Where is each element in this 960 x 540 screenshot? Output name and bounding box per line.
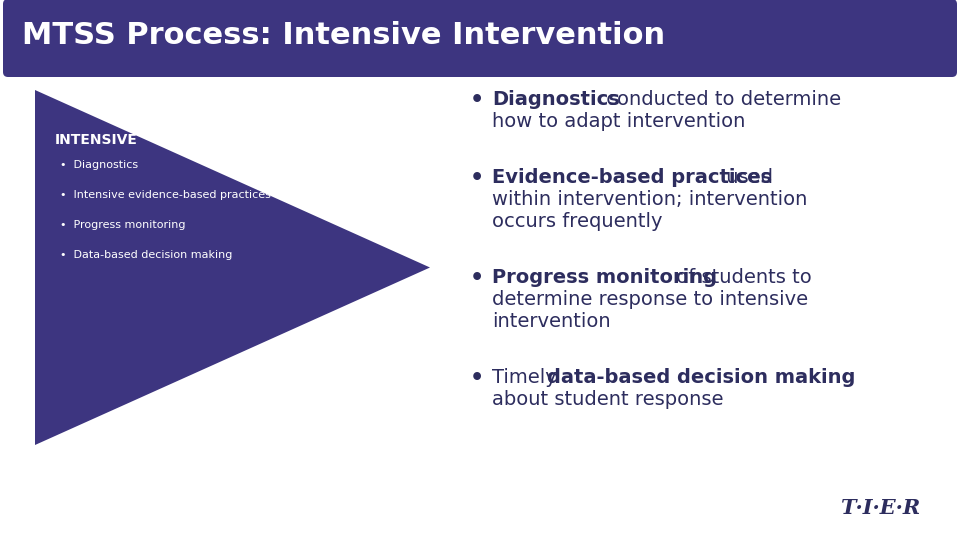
- Text: •  Progress monitoring: • Progress monitoring: [60, 220, 185, 230]
- Text: used: used: [720, 168, 773, 187]
- Polygon shape: [35, 90, 430, 445]
- Text: occurs frequently: occurs frequently: [492, 212, 662, 231]
- Text: data-based decision making: data-based decision making: [547, 368, 855, 387]
- Text: •: •: [470, 368, 484, 388]
- Text: conducted to determine: conducted to determine: [600, 90, 841, 109]
- FancyBboxPatch shape: [3, 0, 957, 77]
- Text: Timely: Timely: [492, 368, 563, 387]
- Text: •: •: [470, 168, 484, 188]
- Text: about student response: about student response: [492, 390, 724, 409]
- Text: •  Diagnostics: • Diagnostics: [60, 160, 138, 170]
- Text: of students to: of students to: [670, 268, 812, 287]
- Text: INTENSIVE: INTENSIVE: [55, 133, 138, 147]
- Text: within intervention; intervention: within intervention; intervention: [492, 190, 807, 209]
- Text: Evidence-based practices: Evidence-based practices: [492, 168, 772, 187]
- Text: •: •: [470, 90, 484, 110]
- Text: intervention: intervention: [492, 312, 611, 331]
- Text: •  Intensive evidence-based practices: • Intensive evidence-based practices: [60, 190, 271, 200]
- Text: MTSS Process: Intensive Intervention: MTSS Process: Intensive Intervention: [22, 22, 665, 51]
- Text: T·I·E·R: T·I·E·R: [840, 498, 920, 518]
- Text: Diagnostics: Diagnostics: [492, 90, 620, 109]
- Text: Progress monitoring: Progress monitoring: [492, 268, 717, 287]
- Text: determine response to intensive: determine response to intensive: [492, 290, 808, 309]
- Text: •  Data-based decision making: • Data-based decision making: [60, 250, 232, 260]
- Text: •: •: [470, 268, 484, 288]
- Text: how to adapt intervention: how to adapt intervention: [492, 112, 745, 131]
